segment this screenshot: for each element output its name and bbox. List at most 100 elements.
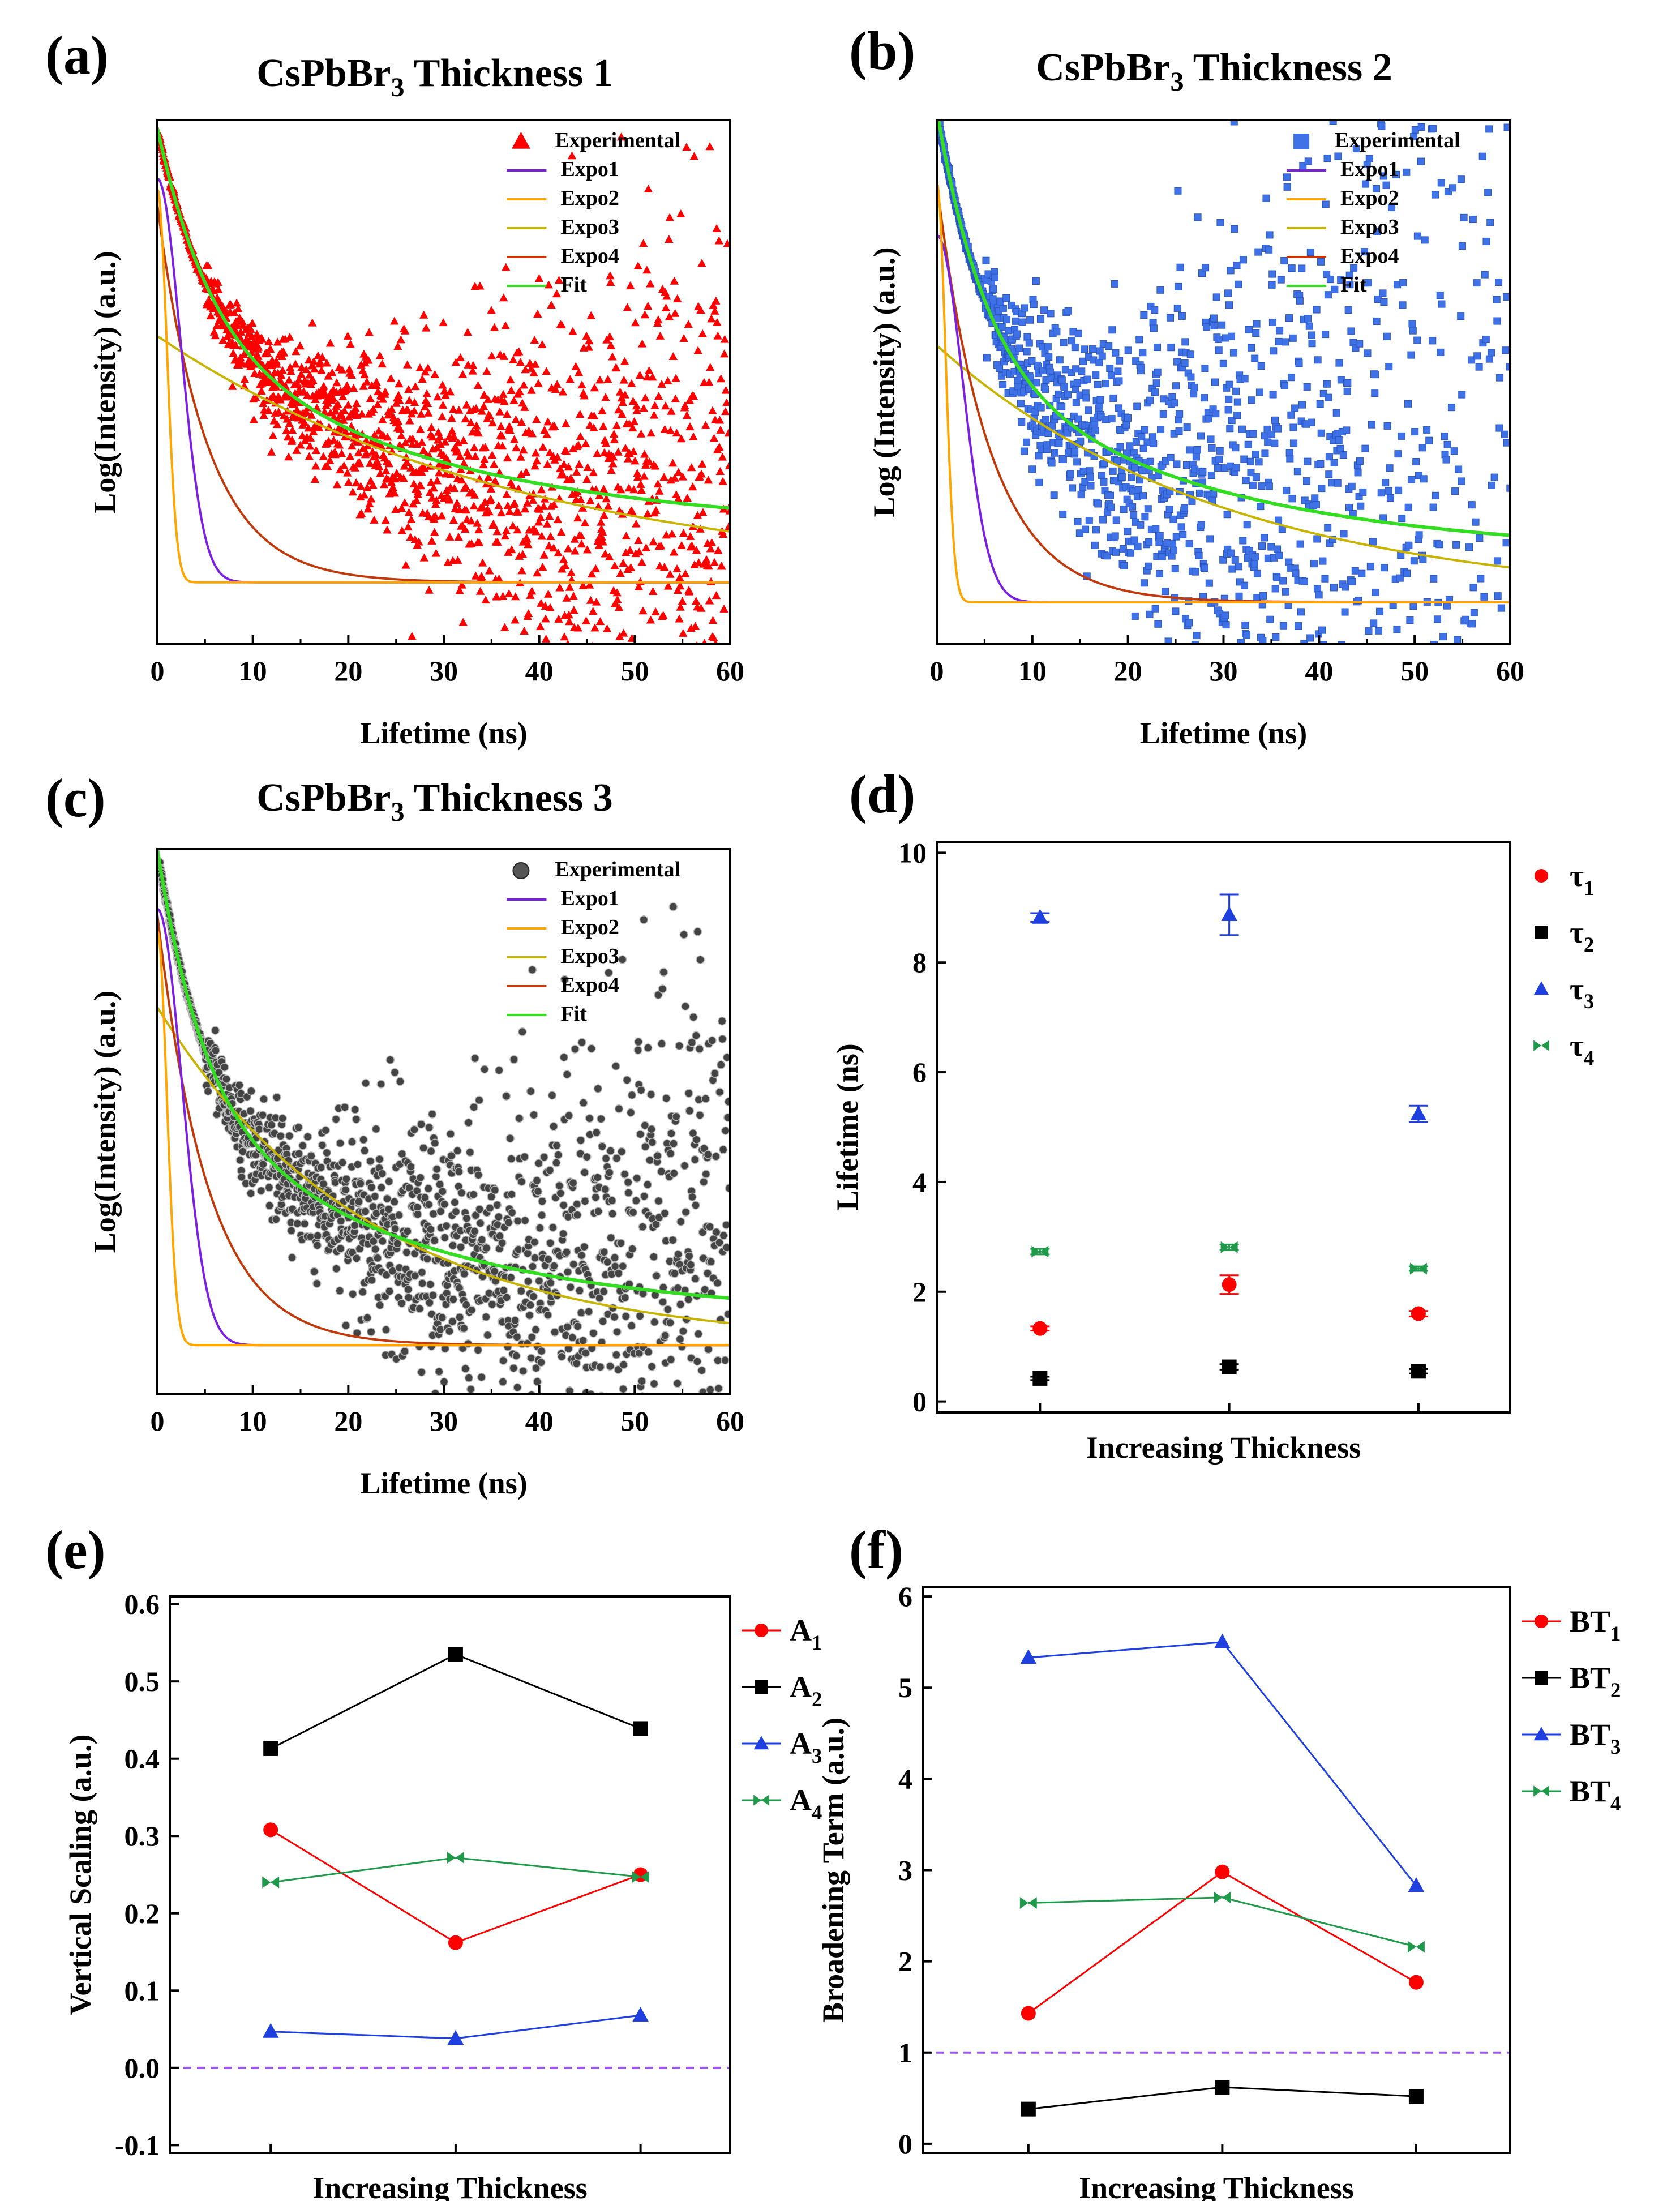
experimental-point xyxy=(616,485,625,494)
experimental-point xyxy=(1469,216,1477,224)
experimental-point xyxy=(506,1273,516,1282)
experimental-point xyxy=(235,1081,244,1090)
experimental-point xyxy=(1486,219,1494,226)
experimental-point xyxy=(1246,457,1254,465)
experimental-point xyxy=(687,541,697,550)
experimental-point xyxy=(619,559,628,567)
experimental-point xyxy=(1064,391,1072,399)
experimental-point xyxy=(551,385,560,393)
x-tick-label: 0 xyxy=(151,1405,165,1437)
experimental-point xyxy=(1282,809,1288,816)
experimental-point xyxy=(1364,279,1372,287)
experimental-point xyxy=(375,1154,384,1164)
experimental-point xyxy=(712,1396,719,1404)
experimental-point xyxy=(724,758,732,766)
experimental-point xyxy=(291,359,300,368)
experimental-point xyxy=(1248,396,1255,404)
experimental-point xyxy=(300,1219,310,1228)
experimental-point xyxy=(663,581,673,590)
experimental-point xyxy=(370,430,379,439)
experimental-point xyxy=(440,1200,449,1209)
experimental-point xyxy=(1157,426,1165,434)
experimental-point xyxy=(1334,152,1342,160)
experimental-point xyxy=(659,611,668,619)
experimental-point xyxy=(396,335,405,344)
experimental-point xyxy=(672,1506,680,1514)
experimental-point xyxy=(652,1416,659,1424)
experimental-point xyxy=(638,606,648,615)
experimental-point xyxy=(705,1385,715,1394)
experimental-point xyxy=(507,1154,516,1163)
experimental-point xyxy=(1330,584,1338,592)
experimental-point xyxy=(1442,1156,1449,1163)
experimental-point xyxy=(339,416,348,424)
experimental-point xyxy=(1405,541,1413,549)
experimental-point xyxy=(305,370,314,379)
experimental-point xyxy=(378,1169,387,1178)
experimental-point xyxy=(294,375,303,383)
y-tick-label: 10 xyxy=(898,837,927,868)
experimental-point xyxy=(1287,411,1295,419)
experimental-point xyxy=(628,1244,637,1253)
experimental-point xyxy=(356,493,365,501)
experimental-point xyxy=(1452,541,1460,549)
experimental-point xyxy=(684,1089,693,1098)
experimental-point xyxy=(1145,562,1152,570)
experimental-point xyxy=(496,422,505,430)
experimental-point xyxy=(641,393,650,402)
experimental-point xyxy=(1256,750,1263,757)
experimental-point xyxy=(237,358,247,367)
experimental-point xyxy=(582,475,592,483)
y-axis-label: Vertical Scaling (a.u.) xyxy=(63,1735,97,2015)
experimental-point xyxy=(1094,500,1102,508)
experimental-point xyxy=(717,1016,727,1026)
experimental-point xyxy=(1112,548,1120,556)
experimental-point xyxy=(1170,546,1178,554)
experimental-point xyxy=(1478,59,1485,66)
experimental-point xyxy=(271,382,281,391)
experimental-point xyxy=(1362,180,1370,188)
experimental-point xyxy=(667,406,676,415)
experimental-point xyxy=(333,400,342,408)
experimental-point xyxy=(1438,300,1446,308)
experimental-point xyxy=(518,1027,527,1037)
experimental-point xyxy=(589,1329,598,1338)
experimental-point xyxy=(470,1054,479,1063)
experimental-point xyxy=(982,256,990,264)
experimental-point xyxy=(440,437,450,446)
experimental-point xyxy=(432,476,442,485)
experimental-point xyxy=(1456,1594,1463,1600)
experimental-point xyxy=(362,377,371,386)
experimental-point xyxy=(625,449,635,457)
experimental-point xyxy=(1173,460,1181,468)
experimental-point xyxy=(1457,175,1465,183)
experimental-point xyxy=(1018,318,1026,326)
legend-marker xyxy=(753,1736,769,1750)
experimental-point xyxy=(603,375,612,383)
experimental-point xyxy=(1472,1142,1478,1149)
legend-marker xyxy=(1535,869,1548,883)
experimental-point xyxy=(723,1532,731,1540)
experimental-point xyxy=(691,787,700,795)
experimental-point xyxy=(692,1135,701,1144)
experimental-point xyxy=(668,1235,678,1245)
y-tick-label: 8 xyxy=(912,947,927,978)
experimental-point xyxy=(385,1055,395,1065)
legend-label-fit: Fit xyxy=(1340,273,1367,297)
experimental-point xyxy=(525,491,534,500)
experimental-point xyxy=(1098,472,1106,479)
experimental-point xyxy=(1390,842,1396,849)
axes-frame xyxy=(936,841,1511,1414)
experimental-point xyxy=(1240,581,1248,589)
experimental-point xyxy=(1313,306,1321,314)
experimental-point xyxy=(320,389,329,397)
experimental-point xyxy=(669,659,678,667)
experimental-point xyxy=(575,460,584,468)
experimental-point xyxy=(1457,312,1465,320)
experimental-point xyxy=(1085,406,1092,414)
x-axis-label: Increasing Thickness xyxy=(1086,1431,1361,1465)
experimental-point xyxy=(1437,179,1445,187)
experimental-point xyxy=(591,564,601,572)
y-axis-label: Log(Intensity) (a.u.) xyxy=(88,251,122,513)
experimental-point xyxy=(410,406,419,414)
